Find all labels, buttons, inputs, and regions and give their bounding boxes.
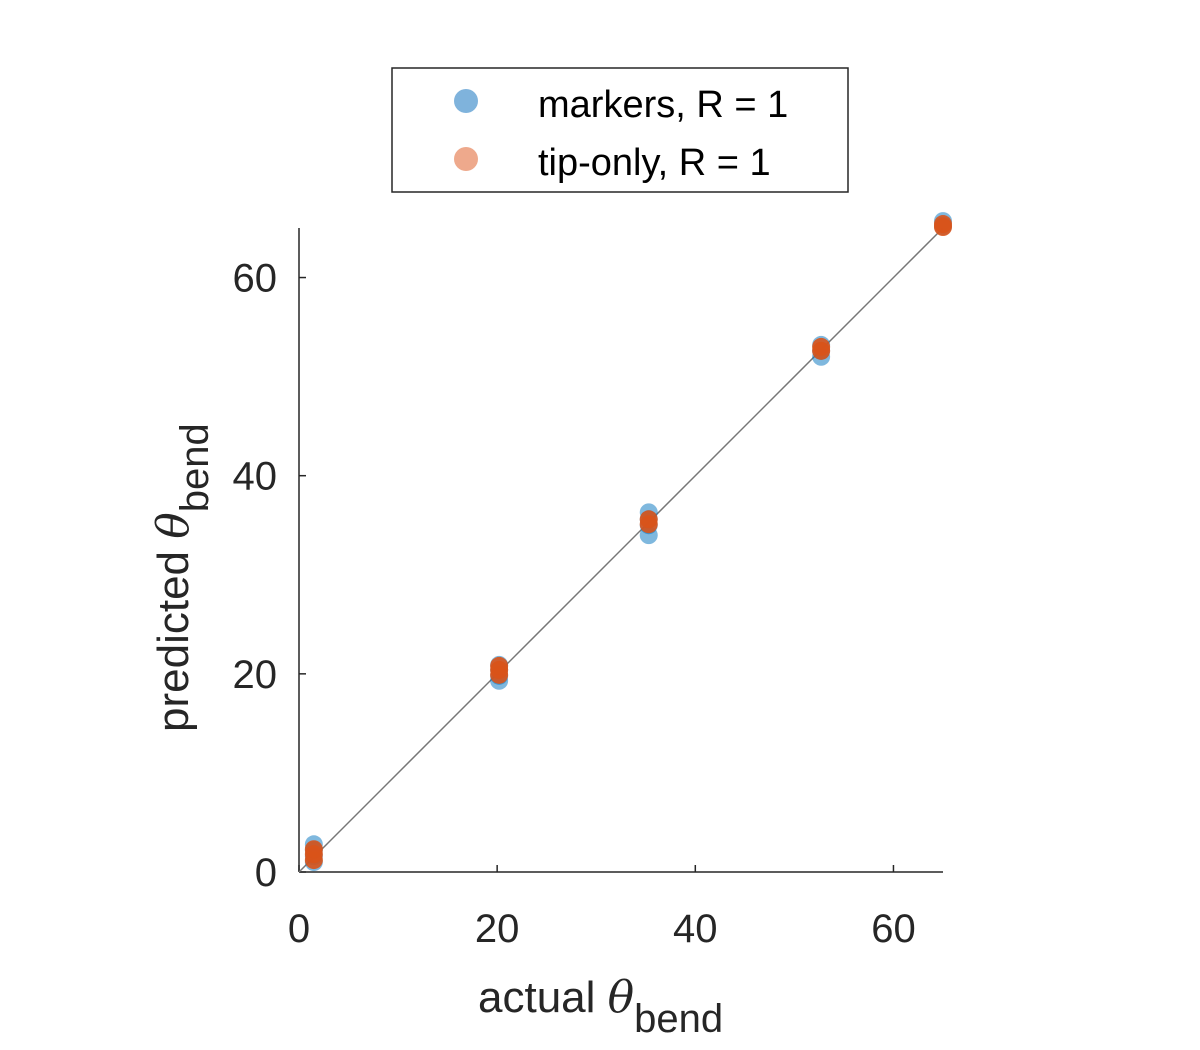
x-axis-label-symbol: θ xyxy=(608,972,635,1023)
y-axis-label: predicted θbend xyxy=(148,423,217,732)
legend-marker-tip-only xyxy=(454,147,478,171)
x-tick-label: 40 xyxy=(673,907,718,951)
data-points xyxy=(304,212,952,872)
y-axis-label-main: predicted xyxy=(149,539,198,732)
series-tip-only xyxy=(304,215,952,870)
y-axis-label-symbol: θ xyxy=(148,512,199,539)
legend-box xyxy=(391,67,849,193)
data-point-tip-only xyxy=(490,656,509,675)
y-ticks: 0 20 40 60 xyxy=(233,257,306,895)
x-tick-label: 60 xyxy=(871,907,916,951)
y-tick-label: 40 xyxy=(233,455,278,499)
legend-marker-markers xyxy=(454,89,478,113)
y-tick-label: 0 xyxy=(255,851,277,895)
axes: 0 20 40 60 0 20 40 60 xyxy=(233,228,943,951)
x-tick-label: 0 xyxy=(288,907,310,951)
legend: markers, R = 1 tip-only, R = 1 xyxy=(391,67,849,193)
y-tick-label: 60 xyxy=(233,257,278,301)
identity-reference-line xyxy=(298,227,944,873)
y-tick-label: 20 xyxy=(233,653,278,697)
data-point-tip-only xyxy=(812,337,831,356)
x-axis-label-main: actual xyxy=(478,973,608,1022)
data-point-tip-only xyxy=(639,510,658,529)
legend-label-markers: markers, R = 1 xyxy=(538,84,788,126)
x-tick-label: 20 xyxy=(475,907,520,951)
x-ticks: 0 20 40 60 xyxy=(288,865,916,951)
x-axis-label-subscript: bend xyxy=(634,997,723,1041)
data-point-tip-only xyxy=(934,215,952,234)
data-point-tip-only xyxy=(304,840,323,859)
legend-label-tip-only: tip-only, R = 1 xyxy=(538,142,771,184)
y-axis-label-subscript: bend xyxy=(173,423,217,512)
x-axis-label: actual θbend xyxy=(478,972,723,1041)
